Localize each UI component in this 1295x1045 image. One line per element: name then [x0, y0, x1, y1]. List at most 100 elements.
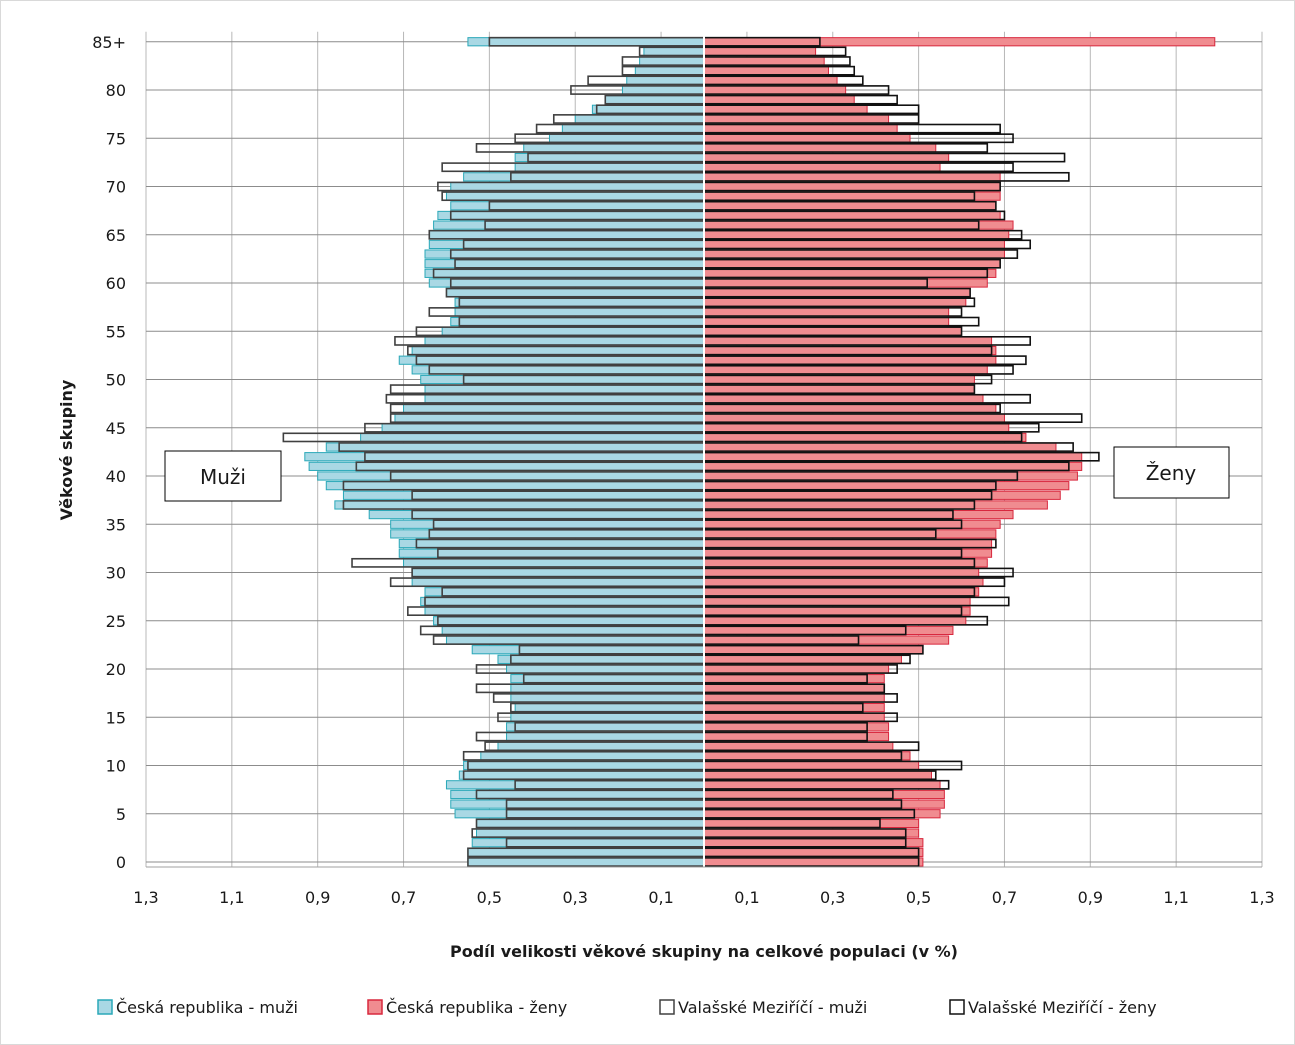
bar-cz-men — [424, 268, 705, 278]
bar-cz-men — [574, 114, 705, 124]
legend-label: Valašské Meziříčí - ženy — [968, 998, 1157, 1017]
bar-cz-women — [703, 461, 1083, 471]
bar-cz-women — [703, 558, 988, 568]
bar-cz-women — [703, 413, 1005, 423]
bar-cz-men — [476, 818, 705, 828]
bar-cz-men — [450, 789, 705, 800]
bar-cz-women — [703, 317, 950, 327]
bar-cz-men — [604, 95, 705, 105]
bar-cz-women — [703, 654, 902, 664]
bar-cz-women — [703, 210, 1001, 221]
bar-cz-women — [703, 635, 950, 645]
bar-cz-men — [561, 124, 705, 134]
x-tick-label: 0,5 — [477, 888, 502, 907]
bar-cz-women — [703, 230, 1010, 240]
bar-cz-men — [428, 278, 705, 288]
bar-cz-men — [445, 635, 705, 645]
bar-cz-men — [433, 220, 705, 230]
y-tick-label: 45 — [106, 419, 126, 438]
x-tick-label: 0,1 — [734, 888, 759, 907]
bar-cz-men — [621, 85, 705, 95]
bar-cz-women — [703, 162, 941, 172]
bar-cz-women — [703, 239, 1005, 250]
bar-cz-men — [342, 490, 705, 500]
legend-swatch — [97, 999, 113, 1015]
bar-cz-women — [703, 268, 997, 278]
y-tick-label: 35 — [106, 515, 126, 534]
bar-cz-men — [308, 461, 705, 471]
bar-cz-women — [703, 345, 997, 356]
bar-cz-women — [703, 857, 924, 867]
bar-cz-women — [703, 847, 924, 857]
bar-cz-men — [510, 693, 705, 703]
label-women: Ženy — [1146, 461, 1197, 485]
bar-cz-men — [450, 799, 705, 809]
bar-cz-men — [381, 423, 705, 433]
bar-cz-men — [497, 654, 705, 664]
bar-cz-men — [514, 703, 705, 713]
bar-cz-women — [703, 683, 885, 693]
bar-cz-women — [703, 249, 1005, 259]
bar-cz-men — [424, 587, 705, 597]
legend-swatch — [659, 999, 675, 1015]
bar-cz-women — [703, 432, 1027, 442]
bar-cz-women — [703, 442, 1057, 452]
legend-swatch — [949, 999, 965, 1015]
bar-cz-men — [424, 384, 705, 394]
bar-cz-women — [703, 66, 829, 76]
bar-cz-women — [703, 75, 838, 85]
bar-cz-women — [703, 259, 1001, 269]
bar-cz-men — [454, 307, 705, 317]
bar-cz-women — [703, 838, 924, 848]
bar-cz-men — [480, 751, 705, 761]
bar-cz-men — [454, 809, 705, 819]
bar-cz-men — [467, 37, 705, 47]
bar-cz-men — [523, 143, 705, 153]
bar-cz-women — [703, 307, 950, 317]
bar-cz-men — [510, 674, 705, 684]
bar-cz-women — [703, 693, 885, 703]
bar-cz-men — [506, 664, 705, 674]
bar-cz-women — [703, 741, 894, 751]
bar-cz-women — [703, 789, 945, 800]
bar-cz-men — [325, 442, 705, 452]
legend-label: Česká republika - ženy — [386, 998, 567, 1017]
bar-cz-women — [703, 538, 993, 549]
bar-cz-men — [510, 712, 705, 722]
label-men-box: Muži — [164, 450, 282, 502]
label-men-frame — [164, 450, 282, 502]
bar-cz-men — [398, 355, 705, 365]
bar-cz-men — [325, 481, 705, 491]
bar-cz-women — [703, 278, 988, 288]
bar-cz-women — [703, 567, 980, 578]
bar-cz-men — [458, 770, 705, 780]
y-axis-title: Věkové skupiny — [57, 379, 76, 520]
bar-cz-women — [703, 114, 890, 124]
bar-cz-women — [703, 172, 1001, 182]
bar-cz-women — [703, 326, 963, 336]
bar-cz-men — [317, 471, 705, 481]
legend-swatch — [367, 999, 383, 1015]
bar-cz-men — [639, 56, 705, 66]
bar-cz-women — [703, 288, 971, 298]
bar-cz-women — [703, 220, 1014, 230]
bar-cz-women — [703, 394, 984, 404]
bar-cz-women — [703, 596, 971, 607]
bar-cz-men — [428, 230, 705, 240]
y-tick-label: 65 — [106, 226, 126, 245]
y-tick-label: 50 — [106, 371, 126, 390]
bar-cz-men — [476, 828, 705, 838]
y-tick-label: 10 — [106, 757, 126, 776]
bar-cz-men — [368, 510, 705, 520]
bar-cz-women — [703, 616, 967, 626]
y-tick-label: 85+ — [92, 33, 126, 52]
bar-cz-women — [703, 95, 855, 105]
bar-cz-women — [703, 452, 1083, 462]
bar-cz-men — [548, 133, 705, 143]
bar-cz-women — [703, 181, 1001, 192]
x-tick-label: 0,9 — [305, 888, 330, 907]
label-men: Muži — [200, 465, 246, 489]
x-tick-label: 0,1 — [648, 888, 673, 907]
bar-cz-men — [424, 259, 705, 269]
